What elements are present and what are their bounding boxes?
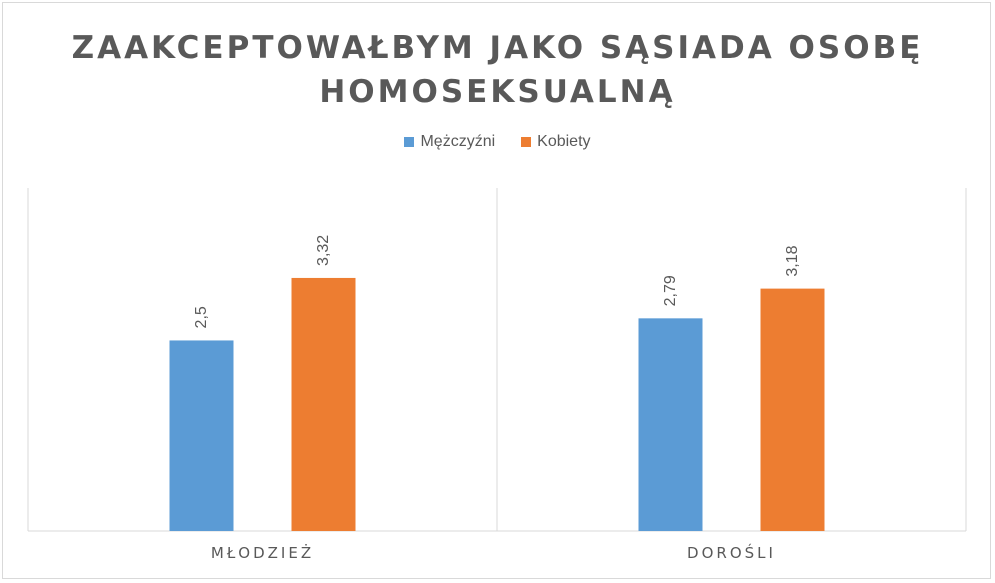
legend-label-women: Kobiety xyxy=(537,133,591,150)
legend-label-men: Mężczyźni xyxy=(420,133,496,150)
chart-legend: Mężczyźni Kobiety xyxy=(0,133,995,151)
bar-women-0 xyxy=(291,277,356,531)
chart-title-line-1: ZAAKCEPTOWAŁBYM JAKO SĄSIADA OSOBĘ xyxy=(71,30,924,66)
legend-item-men: Mężczyźni xyxy=(404,133,495,151)
legend-swatch-men xyxy=(404,137,415,147)
bar-men-1 xyxy=(638,318,703,531)
data-label-men-1: 2,79 xyxy=(662,275,679,306)
x-tick-label-0: MŁODZIEŻ xyxy=(211,543,314,562)
data-label-women-1: 3,18 xyxy=(784,245,801,276)
data-label-women-0: 3,32 xyxy=(315,235,332,266)
legend-item-women: Kobiety xyxy=(521,133,591,151)
bar-men-0 xyxy=(169,340,234,531)
chart-title-line-2: HOMOSEKSUALNĄ xyxy=(319,74,676,110)
legend-swatch-women xyxy=(521,137,532,147)
data-label-men-0: 2,5 xyxy=(193,306,210,328)
x-tick-label-1: DOROŚLI xyxy=(687,543,776,562)
chart-title: ZAAKCEPTOWAŁBYM JAKO SĄSIADA OSOBĘ HOMOS… xyxy=(0,26,995,114)
bar-women-1 xyxy=(760,288,825,531)
